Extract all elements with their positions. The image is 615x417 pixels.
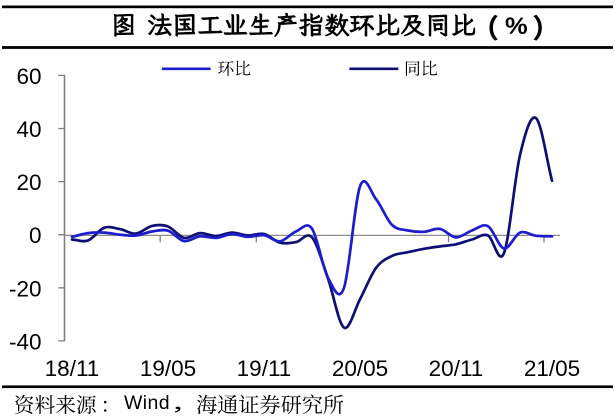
svg-text:0: 0 bbox=[29, 223, 42, 248]
svg-text:19/11: 19/11 bbox=[237, 356, 292, 381]
svg-text:19/05: 19/05 bbox=[140, 356, 196, 381]
svg-text:60: 60 bbox=[16, 64, 41, 89]
svg-text:18/11: 18/11 bbox=[45, 356, 100, 381]
svg-text:-20: -20 bbox=[9, 276, 42, 301]
svg-text:21/05: 21/05 bbox=[524, 356, 580, 381]
svg-text:20/11: 20/11 bbox=[429, 356, 484, 381]
svg-text:40: 40 bbox=[16, 117, 41, 142]
svg-text:Wind: Wind bbox=[124, 392, 170, 414]
svg-text:20: 20 bbox=[16, 170, 41, 195]
svg-text:-40: -40 bbox=[9, 329, 42, 354]
svg-text:20/05: 20/05 bbox=[332, 356, 388, 381]
